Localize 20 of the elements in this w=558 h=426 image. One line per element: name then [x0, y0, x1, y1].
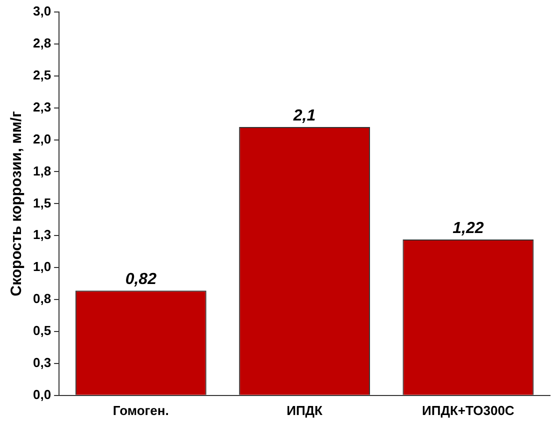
x-tick-label: ИПДК [286, 402, 323, 418]
y-axis-title: Скорость коррозии, мм/г [8, 111, 26, 296]
data-label: 0,82 [125, 271, 157, 288]
y-tick-label: 0,5 [32, 323, 52, 338]
y-tick-label: 3,0 [32, 4, 52, 19]
x-tick-label: Гомоген. [112, 402, 169, 418]
data-label: 2,1 [292, 107, 316, 124]
y-tick-label: 1,0 [32, 259, 52, 274]
y-tick-label: 0,8 [32, 291, 52, 306]
y-tick-label: 1,8 [32, 163, 52, 178]
y-tick-label: 2,3 [32, 99, 52, 114]
y-tick-label: 2,5 [32, 67, 52, 82]
y-tick-label: 2,0 [32, 131, 52, 146]
x-tick-label: ИПДК+ТО300С [422, 402, 515, 418]
y-tick-label: 2,8 [32, 36, 52, 51]
data-label: 1,22 [452, 220, 484, 237]
y-tick-label: 1,3 [32, 227, 52, 242]
y-tick-label: 1,5 [32, 195, 52, 210]
y-tick-label: 0,3 [32, 355, 52, 370]
y-tick-label: 0,0 [32, 386, 52, 402]
